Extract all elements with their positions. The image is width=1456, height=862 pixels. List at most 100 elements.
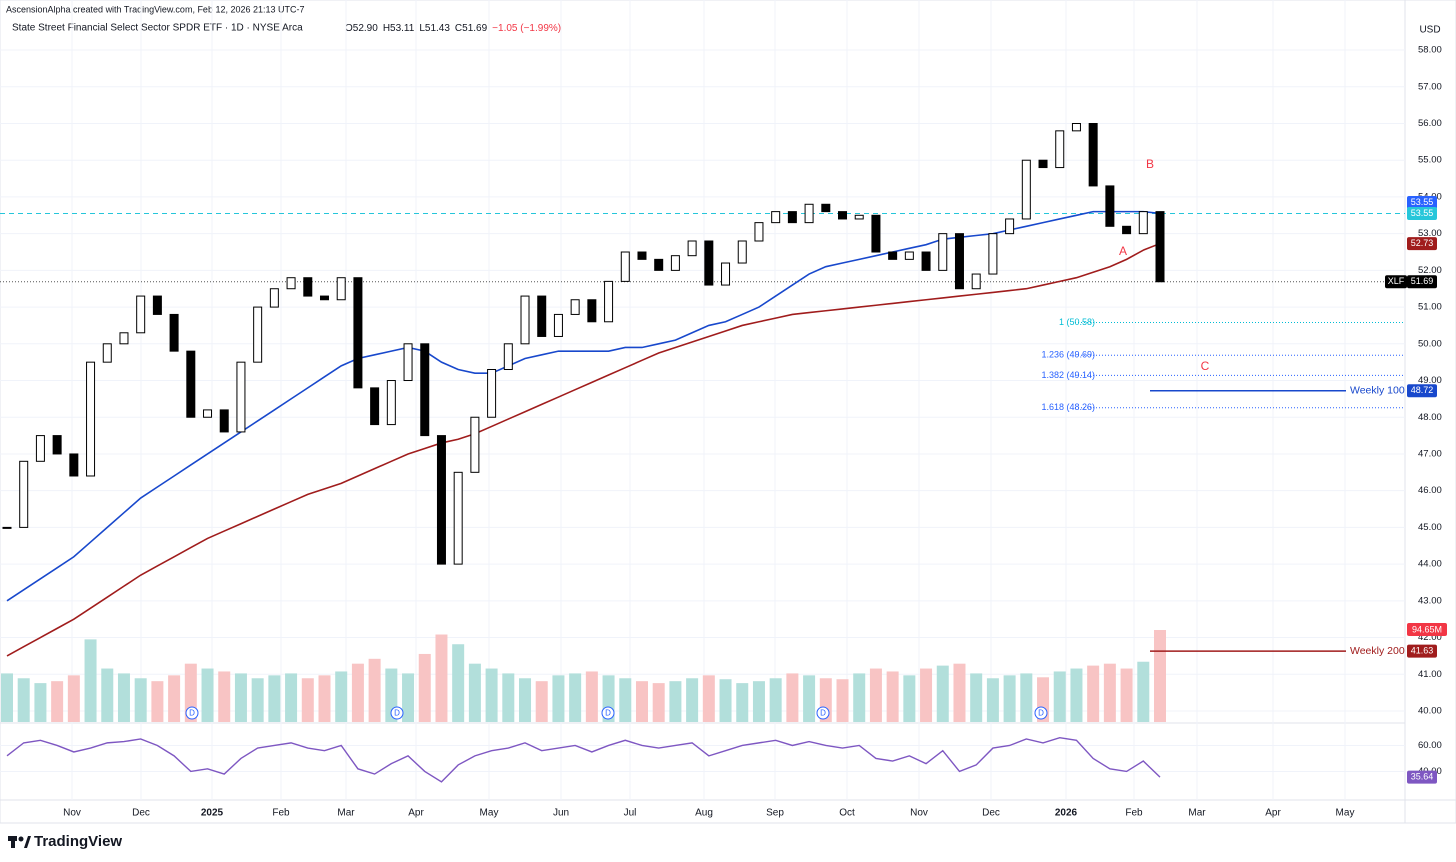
- volume-bar: [51, 681, 64, 722]
- candle: [436, 435, 446, 565]
- axis-label-box: [1407, 206, 1437, 220]
- axis-label: 53.55: [1411, 197, 1434, 207]
- candle: [721, 262, 731, 286]
- x-tick-label: Apr: [408, 808, 424, 819]
- volume-bar: [769, 678, 782, 722]
- chart-title: State Street Financial Select Sector SPD…: [12, 23, 303, 34]
- currency: USD: [1419, 25, 1440, 36]
- volume-bar: [1154, 630, 1166, 722]
- volume-bar: [652, 683, 665, 722]
- candle: [503, 343, 513, 371]
- volume-bar: [151, 681, 164, 722]
- volume-bar: [1, 673, 13, 722]
- y-tick-label: 56.00: [1418, 118, 1442, 129]
- volume-bar: [719, 679, 732, 722]
- dividend-label: D: [820, 709, 826, 718]
- candle: [19, 460, 29, 528]
- candle: [553, 313, 563, 337]
- footer-brand: TradingView: [34, 833, 122, 850]
- candle: [670, 255, 680, 271]
- candle: [353, 277, 363, 389]
- volume-bar: [67, 675, 80, 722]
- dividend-marker: [601, 706, 615, 720]
- candle: [771, 211, 781, 224]
- candle: [319, 295, 329, 301]
- volume-bar: [251, 678, 264, 722]
- fib-label: 1 (50.58): [1059, 317, 1095, 327]
- candle: [754, 222, 764, 242]
- x-tick-label: Mar: [1188, 808, 1206, 819]
- volume-bar: [402, 673, 415, 722]
- candle: [637, 251, 647, 260]
- x-tick-label: Dec: [982, 808, 1000, 819]
- volume-bar: [986, 678, 999, 722]
- volume-bar: [201, 668, 214, 722]
- ohlc-value: H53.11: [383, 23, 415, 34]
- candle: [904, 251, 914, 260]
- candle: [253, 306, 263, 363]
- axis-label-box: [1407, 275, 1437, 289]
- volume-bar: [953, 663, 966, 722]
- x-tick-label: Mar: [337, 808, 355, 819]
- candle: [35, 435, 45, 462]
- rsi-label: 35.64: [1411, 771, 1434, 781]
- candle: [704, 240, 714, 286]
- candle: [203, 409, 213, 418]
- ohlc-value: −1.05 (−1.99%): [492, 23, 561, 34]
- moving-average: [6, 210, 1161, 602]
- volume-bar: [168, 675, 181, 722]
- symbol-label: XLF: [1388, 276, 1405, 286]
- y-tick-label: 47.00: [1418, 448, 1442, 459]
- wave-label: C: [1201, 359, 1210, 373]
- volume-bar: [435, 634, 448, 722]
- volume-bar: [1020, 673, 1033, 722]
- candle: [403, 343, 413, 382]
- candle: [1021, 159, 1031, 220]
- volume-bar: [117, 673, 130, 722]
- volume-bar: [920, 668, 933, 722]
- frame: [0, 0, 1456, 824]
- dividend-label: D: [394, 709, 400, 718]
- candle: [236, 361, 246, 433]
- candle: [336, 277, 346, 301]
- x-tick-label: Jun: [553, 808, 569, 819]
- logo-mark: [18, 836, 24, 842]
- dividend-marker: [816, 706, 830, 720]
- ohlc: O52.90 H53.11 L51.43 C51.69 −1.05 (−1.99%): [345, 23, 561, 34]
- y-tick-label: 55.00: [1418, 155, 1442, 166]
- y-tick-label: 48.00: [1418, 412, 1442, 423]
- candle: [52, 435, 62, 455]
- wave-label: B: [1146, 157, 1154, 171]
- logo-mark: [11, 836, 15, 848]
- x-tick-label: Feb: [1125, 808, 1143, 819]
- dividend-label: D: [605, 709, 611, 718]
- volume-bar: [234, 673, 247, 722]
- volume-bar: [886, 671, 899, 722]
- y-tick-label: 57.00: [1418, 81, 1442, 92]
- x-tick-label: Oct: [839, 808, 855, 819]
- candle: [838, 211, 848, 220]
- volume-label-box: [1407, 623, 1447, 636]
- volume-bar: [635, 681, 648, 722]
- y-tick-label: 52.00: [1418, 265, 1442, 276]
- x-tick-label: Aug: [695, 808, 713, 819]
- axis-label-box: [1407, 384, 1437, 398]
- volume-bar: [786, 673, 799, 722]
- candle: [169, 313, 179, 352]
- candle: [1138, 211, 1148, 235]
- y-tick-label: 45.00: [1418, 522, 1442, 533]
- candle: [821, 203, 831, 213]
- volume-bar: [502, 673, 515, 722]
- volume-bar: [301, 678, 314, 722]
- x-tick-label: Nov: [910, 808, 928, 819]
- candle: [537, 295, 547, 337]
- candle: [470, 416, 480, 473]
- candle: [587, 299, 597, 323]
- dividend-label: D: [1038, 709, 1044, 718]
- candle: [1122, 225, 1132, 235]
- symbol-box: [1385, 275, 1407, 289]
- axis-label: 52.73: [1411, 238, 1434, 248]
- candle: [136, 295, 146, 334]
- volume-bar: [1087, 665, 1100, 722]
